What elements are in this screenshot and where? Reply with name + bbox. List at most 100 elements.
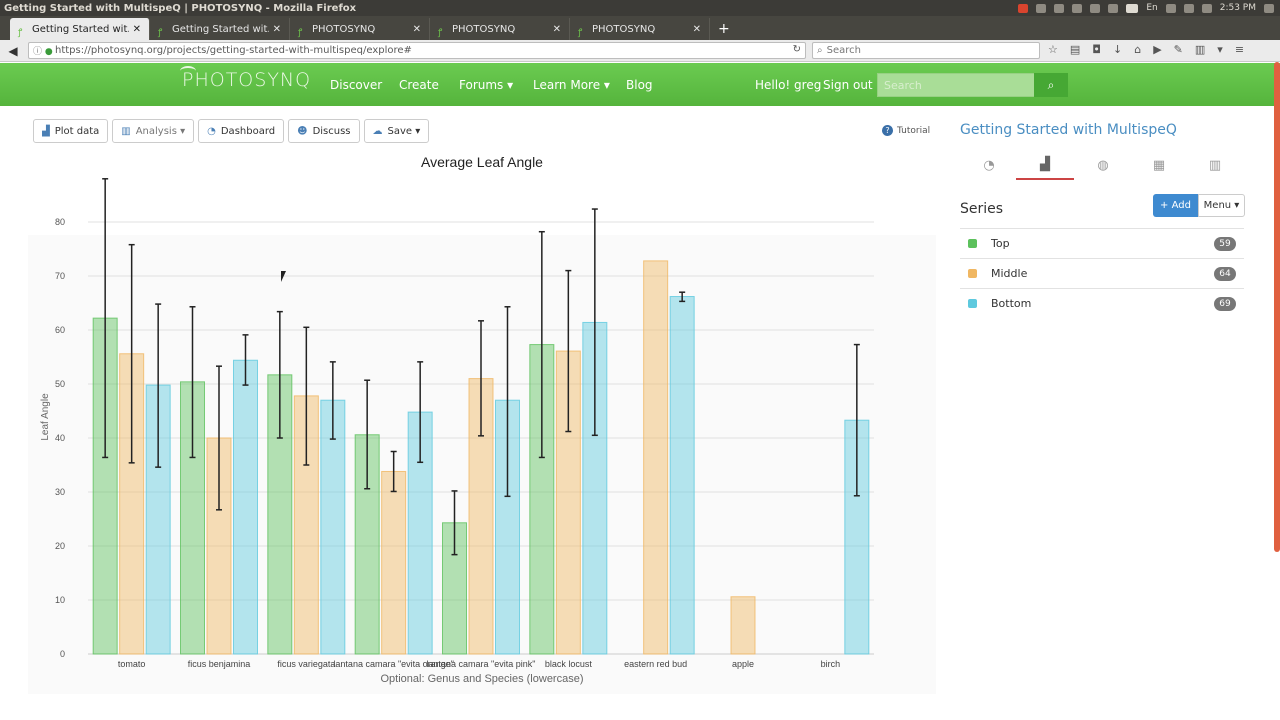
x-tick-label: eastern red bud (624, 659, 687, 669)
bar-middle[interactable] (730, 596, 756, 655)
cloud-upload-icon: ☁ (372, 125, 383, 137)
tab-table[interactable]: ▦ (1130, 150, 1188, 180)
bookmark-star-icon[interactable]: ☆ (1048, 43, 1058, 56)
pocket-icon[interactable]: ◘ (1092, 43, 1101, 56)
discuss-label: Discuss (312, 125, 351, 137)
nav-blog[interactable]: Blog (626, 78, 653, 92)
x-tick-label: black locust (545, 659, 593, 669)
tab-label: PHOTOSYNQ (312, 23, 376, 35)
bar-bottom[interactable] (669, 296, 695, 655)
battery-icon[interactable] (1183, 3, 1194, 13)
os-indicators: En 2:53 PM (1018, 0, 1274, 16)
settings-icon[interactable] (1072, 3, 1083, 13)
question-circle-icon: ? (882, 125, 893, 136)
average-leaf-angle-chart[interactable]: 0 10 20 30 40 50 60 70 80 tomato ficus benjamina f… (0, 145, 940, 705)
reload-icon[interactable]: ↻ (792, 44, 801, 55)
close-tab-icon[interactable]: ✕ (692, 23, 701, 35)
series-item-middle[interactable]: Middle 64 (960, 258, 1244, 288)
series-item-bottom[interactable]: Bottom 69 (960, 288, 1244, 318)
home-icon[interactable]: ⌂ (1134, 43, 1142, 56)
series-item-top[interactable]: Top 59 (960, 228, 1244, 258)
area-chart-icon: ▟ (42, 125, 50, 137)
save-button[interactable]: ☁ Save ▾ (363, 119, 430, 143)
browser-tab-5[interactable]: ꝭ PHOTOSYNQ ✕ (570, 18, 710, 40)
download-icon[interactable]: ↓ (1112, 43, 1123, 56)
nav-forums[interactable]: Forums ▾ (459, 78, 514, 92)
back-arrow-icon[interactable]: ◀ (8, 43, 18, 58)
bar-middle[interactable] (643, 260, 669, 655)
volume-icon[interactable] (1201, 3, 1212, 13)
record-icon[interactable] (1018, 3, 1029, 13)
new-tab-icon[interactable]: + (718, 21, 730, 37)
nav-discover[interactable]: Discover (330, 78, 383, 92)
close-tab-icon[interactable]: ✕ (412, 23, 421, 35)
panel-view-tabs: ◔ ▟ ◍ ▦ ▥ (960, 150, 1244, 182)
os-top-bar: Getting Started with MultispeQ | PHOTOSY… (0, 0, 1280, 16)
hamburger-menu-icon[interactable]: ≡ (1234, 43, 1245, 56)
browser-search-input[interactable]: ⌕ Search (812, 42, 1040, 59)
tab-label: Getting Started wit... (172, 23, 269, 35)
site-search-input[interactable]: Search (877, 73, 1035, 97)
url-bar[interactable]: ⓘ ● https://photosynq.org/projects/getti… (28, 42, 806, 59)
clock[interactable]: 2:53 PM (1219, 3, 1256, 13)
series-count-badge: 59 (1214, 237, 1236, 251)
bar-middle[interactable] (381, 470, 407, 655)
discuss-button[interactable]: ☻ Discuss (288, 119, 360, 143)
series-color-swatch (968, 269, 977, 278)
close-tab-icon[interactable]: ✕ (132, 23, 141, 35)
page-scrollbar[interactable] (1274, 62, 1280, 552)
wifi-icon[interactable] (1108, 3, 1119, 13)
tab-chart[interactable]: ▟ (1016, 150, 1074, 180)
tutorial-link[interactable]: ? Tutorial (882, 125, 930, 136)
bluetooth-icon[interactable] (1054, 3, 1065, 13)
browser-tab-2[interactable]: ꝭ Getting Started wit... ✕ (150, 18, 290, 40)
browser-tab-1[interactable]: ꝭ Getting Started wit... ✕ (10, 18, 150, 40)
sign-out-link[interactable]: Sign out (823, 78, 873, 92)
dashboard-button[interactable]: ◔ Dashboard (198, 119, 285, 143)
tab-bar-chart[interactable]: ▥ (1186, 150, 1244, 180)
power-icon[interactable] (1264, 3, 1274, 13)
tab-map[interactable]: ◍ (1074, 150, 1132, 180)
bar-chart-icon: ▥ (1208, 157, 1222, 173)
trash-icon[interactable]: ▥ (1194, 43, 1206, 56)
printer-icon[interactable] (1090, 3, 1101, 13)
globe-icon: ◍ (1097, 157, 1109, 173)
nav-create[interactable]: Create (399, 78, 439, 92)
extension-icon[interactable]: ✎ (1173, 43, 1183, 56)
add-series-button[interactable]: + Add (1153, 194, 1198, 217)
x-tick-label: tomato (118, 659, 146, 669)
y-tick-label: 40 (55, 433, 65, 443)
plot-data-button[interactable]: ▟ Plot data (33, 119, 109, 143)
y-tick-label: 20 (55, 541, 65, 551)
series-count-badge: 69 (1214, 297, 1236, 311)
chart-title: Average Leaf Angle (421, 154, 543, 170)
reading-list-icon[interactable]: ▤ (1069, 43, 1081, 56)
browser-tab-4[interactable]: ꝭ PHOTOSYNQ ✕ (430, 18, 570, 40)
analysis-button[interactable]: ▥ Analysis ▾ (112, 119, 195, 143)
language-label[interactable]: En (1146, 3, 1158, 13)
close-tab-icon[interactable]: ✕ (272, 23, 281, 35)
users-icon: ☻ (297, 125, 308, 137)
user-greeting[interactable]: Hello! greg (755, 78, 822, 92)
analysis-label: Analysis ▾ (135, 125, 186, 137)
bluetooth-status-icon[interactable] (1165, 3, 1176, 13)
extension-menu-icon[interactable]: ▾ (1217, 43, 1223, 56)
y-tick-label: 80 (55, 217, 65, 227)
browser-tab-3[interactable]: ꝭ PHOTOSYNQ ✕ (290, 18, 430, 40)
series-menu-button[interactable]: Menu ▾ (1198, 194, 1245, 217)
photosynq-logo[interactable]: PHOTOSYNQ (182, 69, 312, 91)
dropbox-icon[interactable] (1036, 3, 1047, 13)
youtube-icon[interactable]: ▶ (1153, 43, 1162, 56)
nav-learn-more[interactable]: Learn More ▾ (533, 78, 610, 92)
project-title[interactable]: Getting Started with MultispeQ (960, 122, 1177, 138)
close-tab-icon[interactable]: ✕ (552, 23, 561, 35)
tab-dashboard[interactable]: ◔ (960, 150, 1018, 180)
url-text[interactable]: https://photosynq.org/projects/getting-s… (55, 45, 412, 56)
chart-x-axis-label: Optional: Genus and Species (lowercase) (381, 673, 584, 685)
site-info-icon[interactable]: ⓘ ● (33, 47, 53, 57)
bar-bottom[interactable] (320, 399, 346, 655)
search-button[interactable]: ⌕ (1034, 73, 1068, 97)
app-header: PHOTOSYNQ Discover Create Forums ▾ Learn… (0, 63, 1280, 106)
bar-bottom[interactable] (233, 359, 258, 655)
keyboard-language-icon[interactable] (1126, 3, 1139, 13)
